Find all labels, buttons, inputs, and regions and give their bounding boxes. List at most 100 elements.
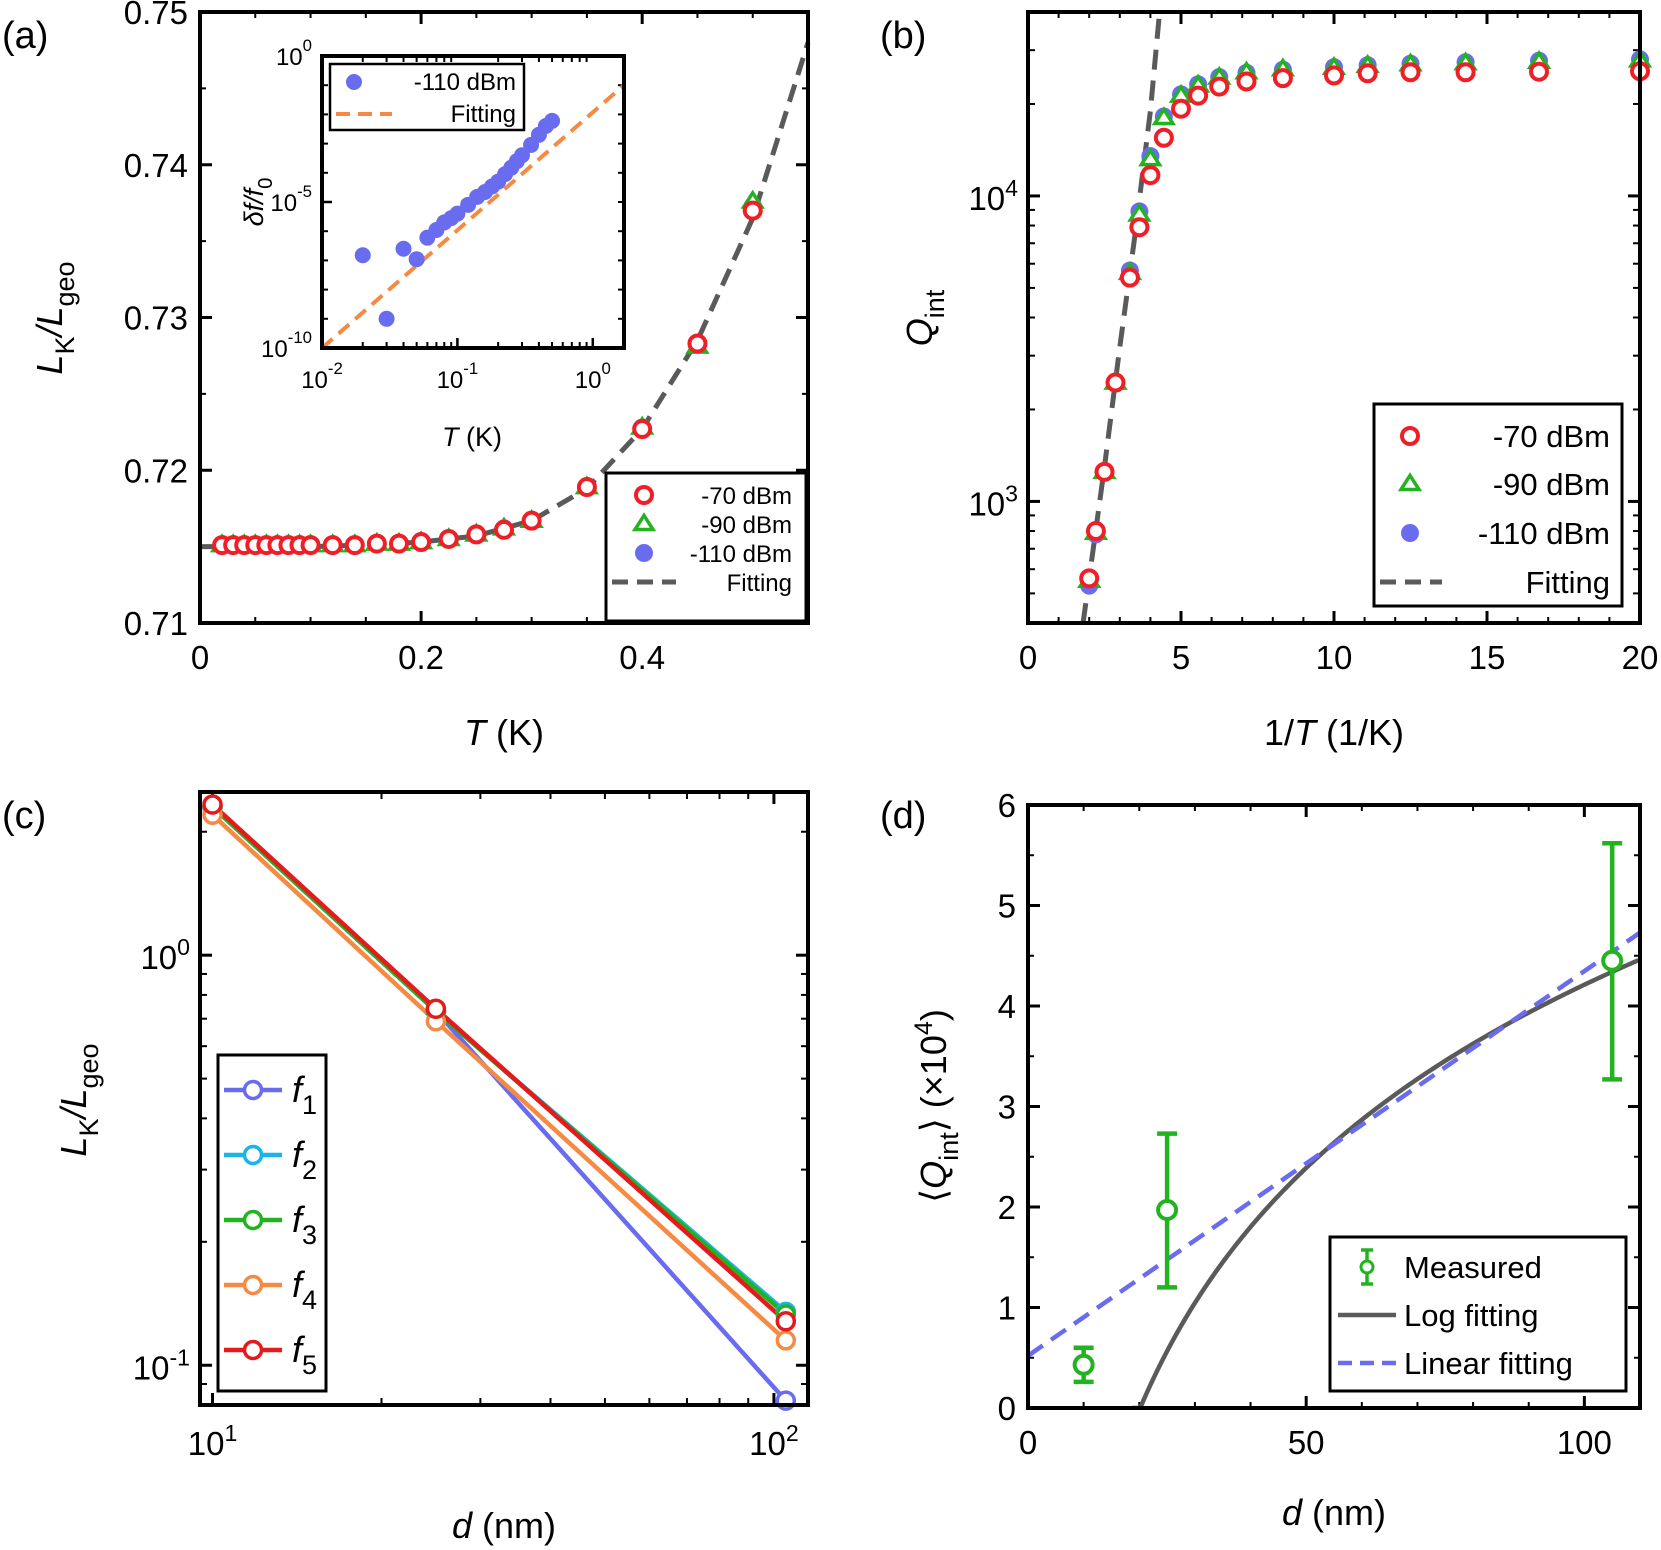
inset-point [354, 247, 371, 264]
legend-label: -110 dBm [414, 69, 516, 96]
y-tick-label: 103 [968, 480, 1018, 522]
data-point [202, 794, 223, 815]
y-axis-title: ⟨Qint⟩ (×104) [910, 1009, 964, 1203]
inset-fit-line [320, 83, 626, 350]
legend-label: -110 dBm [690, 541, 792, 568]
data-point [687, 333, 708, 354]
x-tick-label: 10-1 [437, 359, 479, 394]
legend-marker [1397, 472, 1423, 492]
x-tick-label: 5 [1172, 639, 1190, 676]
data-point [1324, 65, 1344, 86]
legend-marker [242, 1274, 264, 1296]
panel-label: (a) [2, 15, 48, 57]
data-point [576, 477, 597, 498]
data-point [1151, 106, 1177, 126]
y-tick-label: 10-1 [133, 1344, 190, 1386]
x-tick-label: 10 [1316, 639, 1353, 676]
data-point [1601, 949, 1624, 972]
data-point [1188, 85, 1209, 106]
data-point [300, 535, 321, 556]
inset-legend: -110 dBm Fitting [328, 62, 526, 132]
legend-label: -70 dBm [1493, 419, 1610, 454]
legend-label: Measured [1404, 1250, 1542, 1285]
data-point [1171, 98, 1191, 119]
data-point [1072, 1353, 1095, 1376]
legend-label: Linear fitting [1404, 1346, 1573, 1381]
legend-label: -110 dBm [1478, 516, 1610, 551]
log-fit-curve [1132, 958, 1640, 1408]
data-point [632, 419, 653, 440]
x-tick-label: 0 [1019, 1424, 1037, 1461]
legend-marker [634, 485, 654, 505]
x-tick-label: 101 [188, 1420, 238, 1462]
data-point [1529, 61, 1550, 82]
data-point [466, 524, 487, 545]
x-tick-label: 20 [1622, 639, 1659, 676]
inset-frame [320, 54, 626, 350]
inset-point [378, 310, 395, 327]
data-point [1153, 127, 1174, 148]
y-tick-label: 0.73 [124, 300, 188, 337]
data-point [1079, 568, 1100, 589]
x-tick-label: 100 [1557, 1424, 1612, 1461]
y-tick-label: 0.75 [124, 0, 188, 31]
inset-point [514, 147, 531, 164]
data-point [366, 533, 387, 554]
linear-fit-line [1028, 930, 1640, 1358]
legend-marker [631, 512, 657, 532]
legend-box [216, 1053, 328, 1393]
legend-marker [635, 544, 653, 562]
y-tick-label: 0.72 [124, 452, 188, 489]
legend-label: Fitting [1526, 565, 1610, 600]
data-point [344, 535, 365, 556]
inset-x-title: T (K) [442, 422, 502, 452]
legend-marker [242, 1339, 264, 1361]
legend-label: -90 dBm [701, 512, 792, 539]
x-tick-label: 0 [191, 639, 209, 676]
panel-b: 0 5 10 15 20 103 104 -70 dBm -90 dBm -110 dBm Fitt… [880, 10, 1659, 753]
x-axis-title: d (nm) [452, 1505, 556, 1546]
data-point [1357, 63, 1378, 84]
y-tick-label: 6 [998, 787, 1016, 824]
x-tick-label: 0.2 [398, 639, 444, 676]
plot-frame [198, 10, 810, 625]
y-axis-title: LK/Lgeo [29, 261, 80, 374]
inset-point [544, 112, 561, 129]
x-axis-title: d (nm) [1282, 1492, 1386, 1533]
data-point [411, 532, 432, 553]
legend-marker [242, 1079, 264, 1101]
y-tick-label: 0 [998, 1390, 1016, 1427]
y-tick-label: 3 [998, 1089, 1016, 1126]
inset-legend-box [328, 62, 526, 132]
data-point [521, 510, 542, 531]
data-point [1105, 372, 1126, 393]
data-point [1085, 521, 1106, 542]
y-tick-label: 0.74 [124, 147, 188, 184]
y-axis-title: Qint [899, 289, 950, 346]
legend-marker [242, 1144, 264, 1166]
x-tick-label: 102 [749, 1420, 799, 1462]
data-point [1140, 165, 1161, 186]
data-point [425, 998, 447, 1020]
data-point [388, 533, 409, 554]
y-tick-label: 104 [968, 175, 1018, 217]
x-tick-label: 50 [1288, 1424, 1325, 1461]
data-point [775, 1311, 797, 1332]
y-tick-label: 10-5 [270, 182, 312, 217]
legend-marker [242, 1209, 264, 1231]
legend: Measured Log fitting Linear fitting [1328, 1235, 1628, 1393]
data-point [1138, 147, 1163, 167]
data-point [1209, 76, 1230, 97]
legend-label: Fitting [451, 101, 516, 128]
legend-marker [346, 74, 362, 90]
panel-a: 0 0.2 0.4 0.71 0.72 0.73 0.74 0.75 -70 dBm-90 dB… [2, 0, 811, 753]
data-point [742, 200, 763, 221]
legend-marker [1359, 1259, 1375, 1275]
y-tick-label: 4 [998, 988, 1016, 1025]
data-point [1094, 461, 1115, 482]
x-tick-label: 0 [1019, 639, 1037, 676]
